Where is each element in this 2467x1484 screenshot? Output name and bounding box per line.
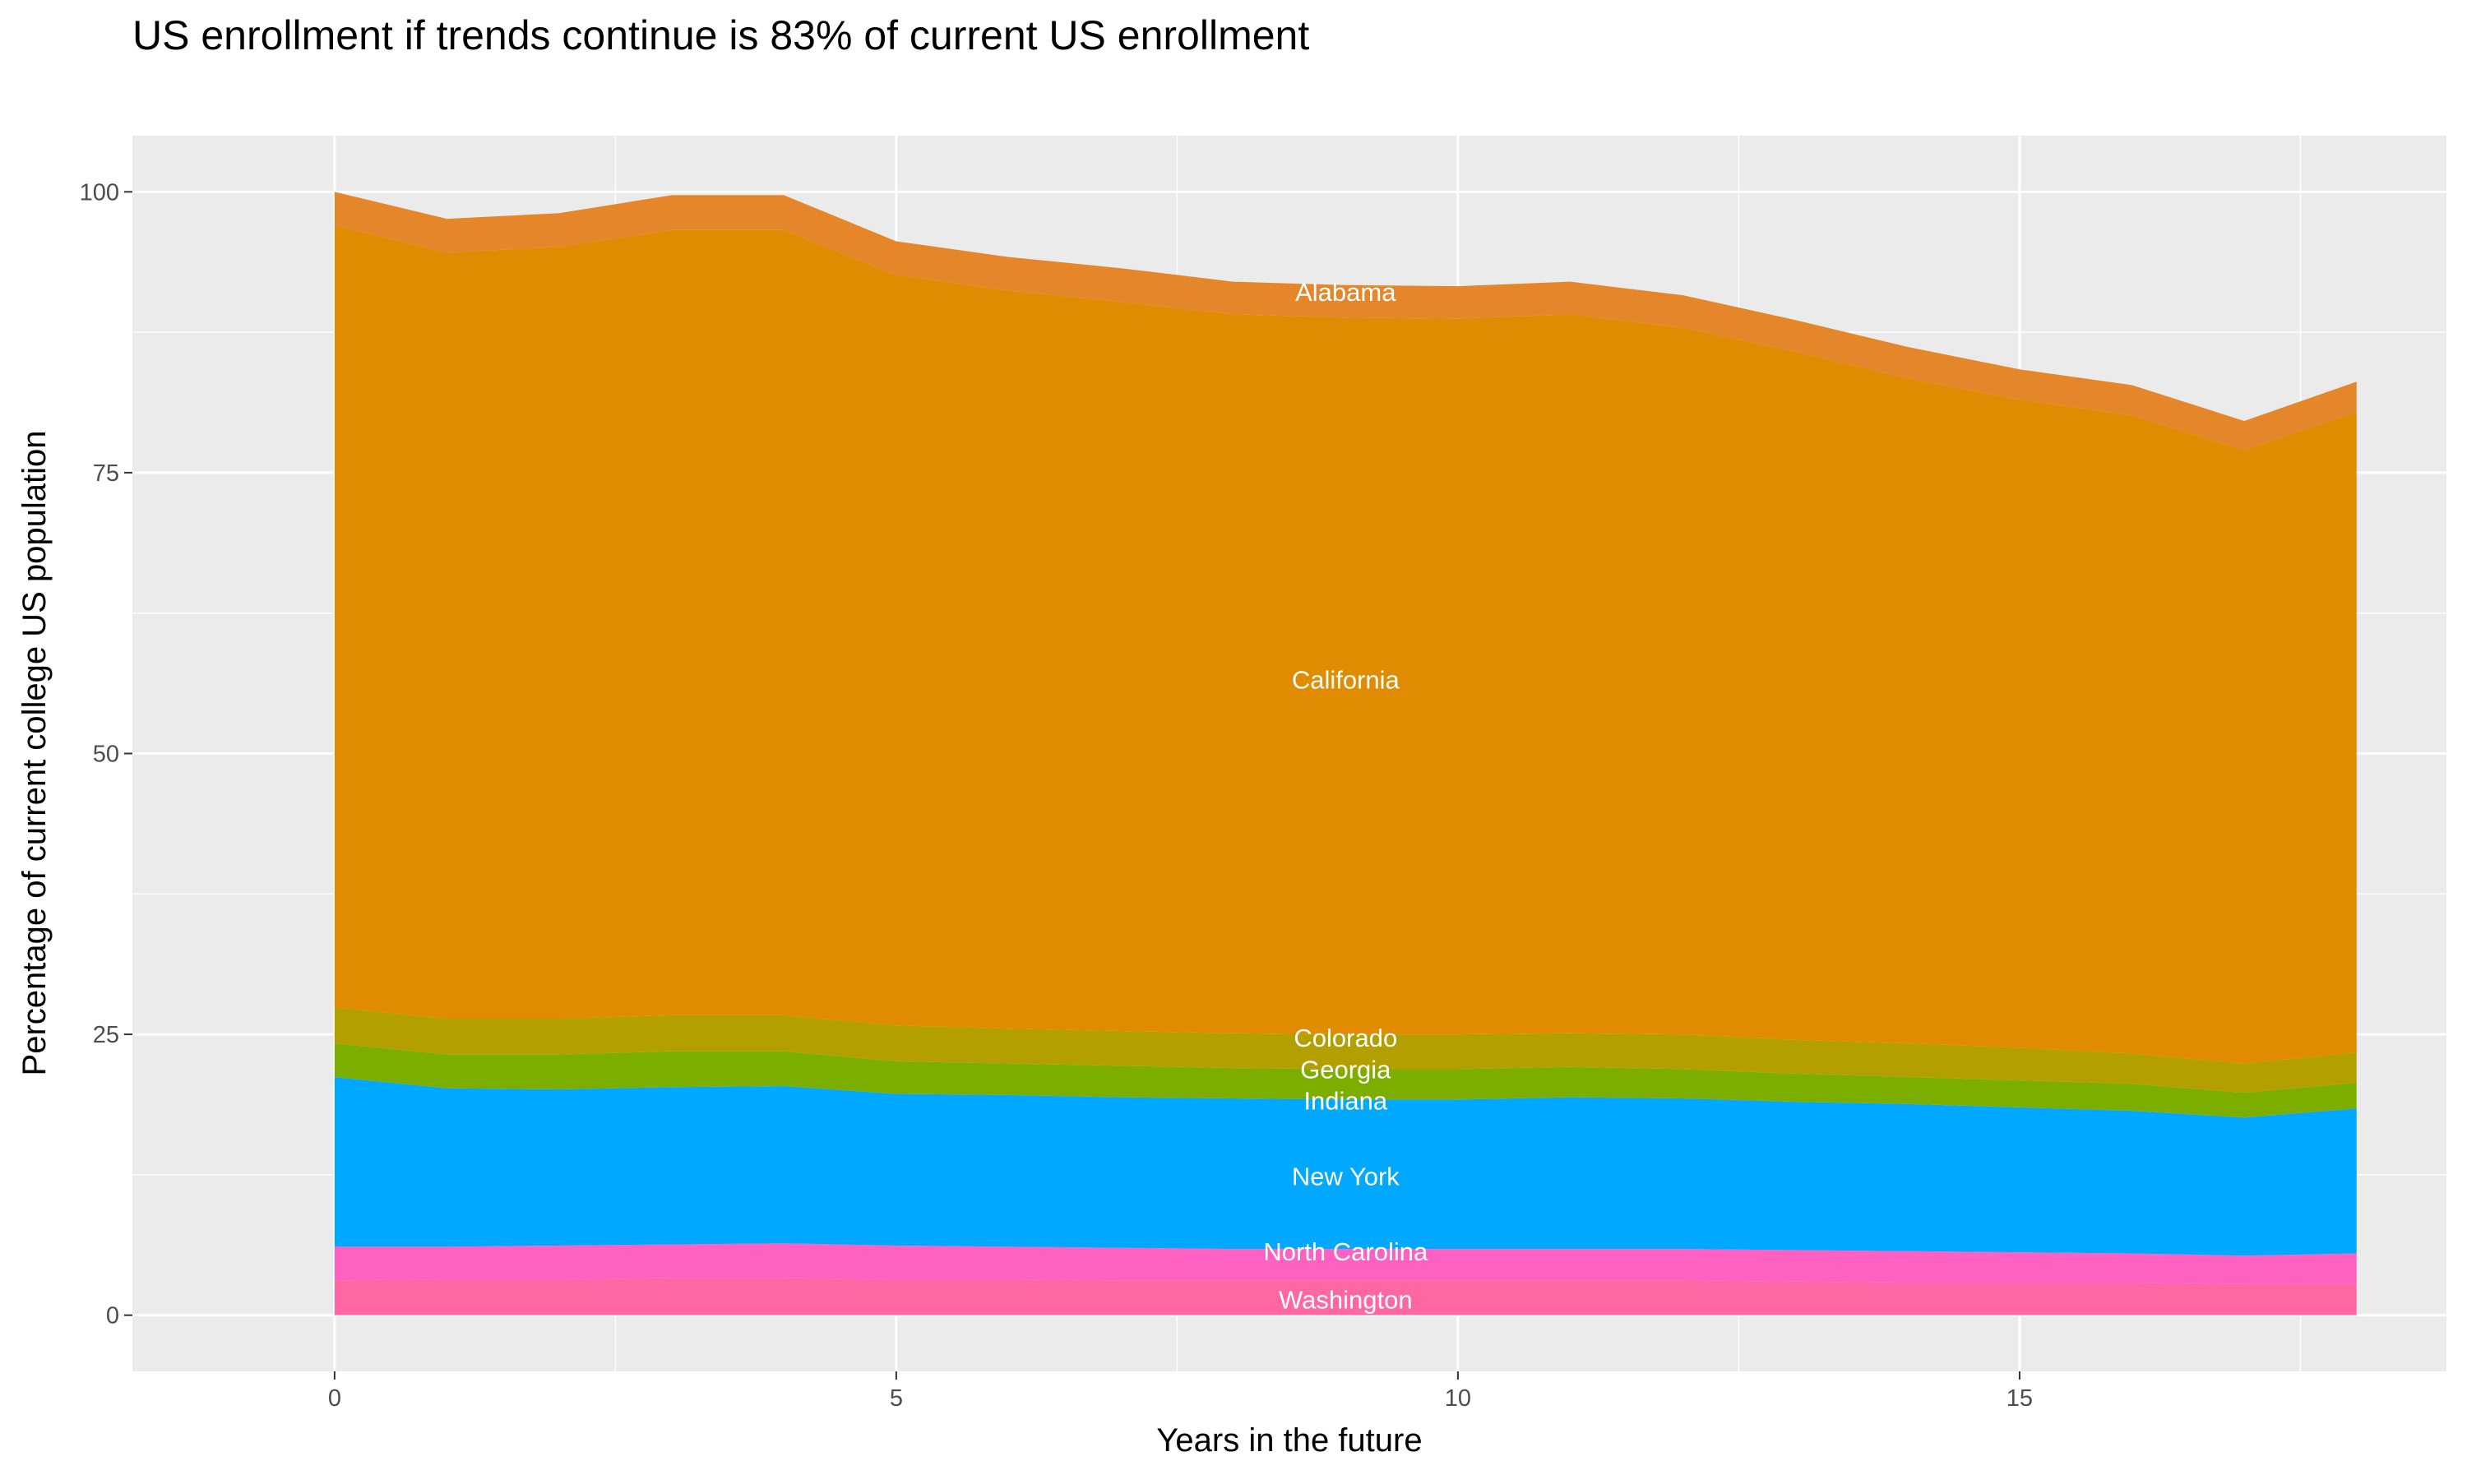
y-axis-title: Percentage of current college US populat… (16, 431, 53, 1076)
area-colorado (334, 1007, 2357, 1093)
series-label-alabama: Alabama (1295, 278, 1396, 307)
chart-title: US enrollment if trends continue is 83% … (132, 12, 1309, 58)
series-label-new-york: New York (1292, 1162, 1400, 1190)
area-california (334, 225, 2357, 1064)
y-axis: 0 25 50 75 100 (80, 179, 132, 1329)
y-tick-label: 75 (93, 460, 119, 487)
y-tick-label: 0 (106, 1303, 119, 1329)
x-axis-title: Years in the future (1156, 1422, 1422, 1459)
area-georgia (334, 1043, 2357, 1118)
x-tick-label: 5 (890, 1385, 903, 1412)
series-label-california: California (1292, 665, 1400, 694)
area-alabama (334, 192, 2357, 451)
series-label-indiana: Indiana (1303, 1087, 1387, 1116)
series-label-north-carolina: North Carolina (1263, 1237, 1428, 1266)
series-label-washington: Washington (1279, 1286, 1413, 1315)
area-washington (334, 1278, 2357, 1315)
area-north-carolina (334, 1243, 2357, 1284)
x-axis: 0 5 10 15 (328, 1371, 2033, 1412)
series-labels: Washington North Carolina New York Indiana G… (1263, 278, 1428, 1315)
y-tick-label: 100 (80, 179, 119, 206)
x-tick-label: 10 (1445, 1385, 1471, 1412)
y-tick-label: 25 (93, 1022, 119, 1048)
x-tick-label: 0 (328, 1385, 341, 1412)
areas (334, 192, 2357, 1315)
x-tick-label: 15 (2006, 1385, 2033, 1412)
y-tick-label: 50 (93, 742, 119, 768)
area-new-york (334, 1077, 2357, 1256)
series-label-georgia: Georgia (1300, 1055, 1391, 1084)
series-label-colorado: Colorado (1294, 1024, 1397, 1052)
